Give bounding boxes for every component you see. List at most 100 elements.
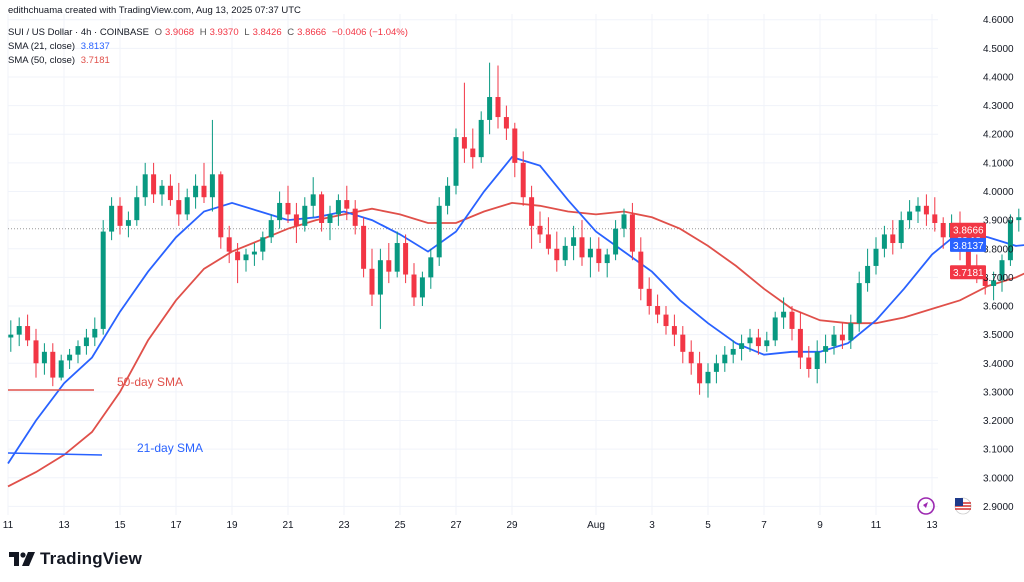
candle-up	[621, 208, 627, 238]
candle-body	[277, 202, 283, 221]
sma21-legend-value: 3.8137	[80, 41, 110, 52]
candle-body	[159, 185, 165, 195]
candle-down	[319, 191, 325, 232]
candle-down	[495, 65, 501, 129]
candle-body	[764, 340, 770, 347]
candle-up	[739, 334, 745, 361]
sma50-price-tag-bg	[950, 265, 986, 280]
sma21-price-tag: 3.8137	[953, 241, 984, 252]
candle-body	[520, 162, 526, 198]
candle-up	[419, 271, 425, 307]
candle-body	[730, 348, 736, 355]
candle-down	[344, 185, 350, 221]
price-tick-label: 4.3000	[983, 101, 1014, 112]
sma21-annotation: 21-day SMA	[137, 441, 203, 455]
candle-body	[587, 248, 593, 258]
time-tick-label: 11	[871, 520, 882, 531]
sma21-path	[7, 156, 1024, 464]
candle-up	[75, 340, 81, 364]
candle-body	[915, 205, 921, 212]
candle-body	[604, 254, 610, 264]
candle-up	[184, 188, 190, 221]
candle-up	[772, 311, 778, 347]
candle-body	[201, 185, 207, 198]
time-tick-label: 11	[3, 520, 14, 531]
candle-body	[428, 257, 434, 278]
candle-up	[310, 177, 316, 218]
candle-body	[100, 231, 106, 329]
candle-down	[596, 237, 602, 272]
candle-up	[41, 343, 47, 375]
brand-name: TradingView	[40, 549, 143, 568]
candle-body	[33, 340, 39, 364]
candle-down	[646, 277, 652, 315]
sma50-legend-label: SMA (50, close)	[8, 55, 76, 66]
candle-down	[50, 343, 56, 387]
candle-body	[1016, 217, 1022, 221]
sma50-legend[interactable]: SMA (50, close) 3.7181	[8, 55, 113, 67]
candle-body	[453, 137, 459, 186]
candle-body	[319, 194, 325, 223]
time-tick-label: 29	[506, 520, 518, 531]
candle-body	[797, 328, 803, 358]
candle-body	[503, 117, 509, 129]
candle-up	[764, 331, 770, 352]
candle-body	[932, 214, 938, 223]
time-tick-label: Aug	[587, 520, 605, 531]
candle-up	[823, 334, 829, 364]
candle-down	[512, 122, 518, 178]
sma21-legend[interactable]: SMA (21, close) 3.8137	[8, 41, 113, 53]
tradingview-footer[interactable]: TradingView	[8, 548, 142, 570]
candle-body	[436, 205, 442, 258]
candle-body	[50, 351, 56, 378]
candle-down	[697, 351, 703, 395]
candle-body	[839, 334, 845, 341]
price-tick-label: 3.3000	[983, 387, 1014, 398]
candle-body	[747, 337, 753, 344]
candle-down	[403, 234, 409, 284]
candle-body	[789, 311, 795, 329]
candle-up	[428, 248, 434, 289]
candle-body	[940, 222, 946, 238]
high-value: 3.9370	[209, 27, 239, 38]
candle-body	[907, 211, 913, 221]
candle-body	[806, 357, 812, 369]
candle-up	[260, 231, 266, 261]
time-tick-label: 13	[58, 520, 70, 531]
candle-body	[226, 237, 232, 252]
open-value: 3.9068	[164, 27, 195, 38]
candle-down	[226, 225, 232, 264]
candle-down	[461, 82, 467, 163]
price-tick-label: 3.0000	[983, 473, 1014, 484]
candle-body	[613, 228, 619, 255]
candle-body	[344, 200, 350, 209]
symbol-title: SUI / US Dollar · 4h · COINBASE	[8, 27, 149, 38]
time-tick-label: 5	[705, 520, 711, 531]
candle-body	[579, 237, 585, 258]
candle-body	[386, 260, 392, 272]
price-axis: 4.6000 4.5000 4.4000 4.3000 4.2000 4.1000 4.00…	[983, 15, 1014, 513]
candle-up	[302, 197, 308, 232]
candle-body	[293, 214, 299, 226]
candle-body	[151, 174, 157, 195]
price-tick-label: 4.0000	[983, 187, 1014, 198]
replay-icon[interactable]	[917, 497, 935, 515]
us-flag-icon[interactable]	[954, 497, 972, 515]
candle-body	[251, 251, 257, 255]
sma50-annotation: 50-day SMA	[117, 375, 183, 389]
candle-body	[923, 205, 929, 215]
candle-down	[789, 306, 795, 341]
candle-down	[755, 328, 761, 355]
price-tick-label: 4.6000	[983, 15, 1014, 26]
candle-up	[394, 231, 400, 278]
candle-up	[881, 225, 887, 258]
candle-down	[671, 314, 677, 347]
candle-body	[461, 137, 467, 149]
candle-body	[697, 363, 703, 384]
candle-up	[604, 248, 610, 278]
candle-up	[92, 317, 98, 347]
time-tick-label: 3	[649, 520, 655, 531]
candle-body	[92, 328, 98, 338]
